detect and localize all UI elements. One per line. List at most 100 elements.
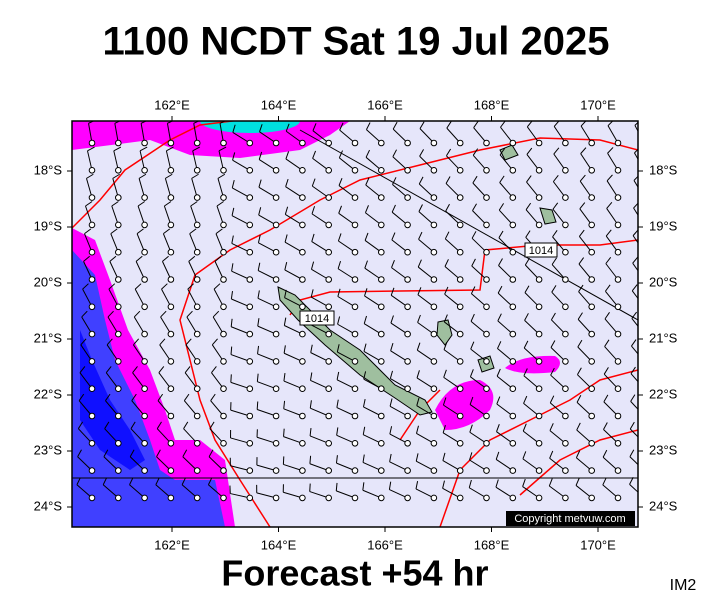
- barb-feather: [159, 338, 166, 346]
- barb-feather: [443, 314, 448, 323]
- barb-feather: [470, 341, 475, 350]
- barb-station: [588, 221, 596, 229]
- barb-feather: [335, 482, 338, 491]
- barb-staff: [105, 400, 119, 417]
- barb-staff: [257, 325, 277, 335]
- barb-feather: [77, 449, 82, 457]
- barb-station: [220, 139, 227, 147]
- barb-station: [88, 467, 96, 474]
- barb-staff: [633, 180, 638, 189]
- barb-staff: [108, 288, 119, 308]
- barb-station: [272, 358, 280, 365]
- barb-feather: [129, 449, 135, 457]
- barb-station: [614, 167, 622, 174]
- barb-station: [614, 494, 622, 502]
- barb-station: [588, 139, 596, 147]
- barb-staff: [190, 205, 198, 226]
- barb-feather: [365, 122, 371, 130]
- barb-feather: [630, 366, 636, 374]
- barb-feather: [113, 146, 122, 152]
- barb-feather: [392, 177, 397, 185]
- barb-staff: [522, 458, 540, 472]
- barb-station: [483, 276, 490, 283]
- barb-staff: [607, 152, 619, 171]
- barb-staff: [442, 460, 461, 472]
- barb-feather: [496, 368, 501, 377]
- barb-feather: [500, 121, 506, 128]
- barb-feather: [390, 343, 394, 351]
- barb-staff: [551, 319, 566, 335]
- barb-station: [562, 194, 569, 201]
- barb-feather: [82, 283, 89, 290]
- barb-staff: [526, 154, 540, 171]
- barb-feather: [577, 339, 583, 348]
- barb-staff: [363, 350, 382, 362]
- barb-feather: [416, 397, 420, 406]
- barb-staff: [525, 209, 540, 226]
- barb-feather: [191, 173, 199, 179]
- lon-label: 162°E: [154, 97, 190, 112]
- barb-station: [115, 303, 122, 311]
- barb-feather: [285, 123, 290, 132]
- barb-station: [430, 221, 438, 229]
- barb-staff: [105, 372, 119, 390]
- barb-staff: [339, 129, 356, 144]
- barb-station: [456, 221, 464, 229]
- barb-feather: [469, 396, 474, 405]
- barb-station: [325, 330, 333, 338]
- barb-feather: [158, 366, 165, 374]
- lat-label: 24°S: [34, 498, 63, 513]
- barb-station: [167, 440, 175, 447]
- barb-station: [272, 221, 280, 229]
- barb-feather: [444, 286, 449, 295]
- barb-feather: [107, 310, 114, 318]
- barb-station: [88, 303, 96, 311]
- barb-feather: [389, 426, 393, 435]
- lon-label: 168°E: [474, 537, 510, 552]
- barb-staff: [257, 270, 277, 280]
- barb-staff: [129, 456, 145, 471]
- barb-staff: [87, 150, 93, 171]
- barb-feather: [632, 256, 638, 264]
- barb-staff: [577, 319, 593, 335]
- barb-station: [588, 248, 596, 256]
- barb-feather: [213, 283, 221, 290]
- barb-station: [193, 276, 201, 283]
- barb-feather: [217, 173, 226, 179]
- barb-station: [430, 440, 438, 447]
- barb-staff: [498, 237, 514, 253]
- lat-label: 20°S: [34, 274, 63, 289]
- barb-staff: [164, 178, 172, 198]
- barb-station: [115, 194, 122, 201]
- barb-station: [509, 412, 517, 420]
- barb-station: [404, 440, 411, 447]
- barb-staff: [209, 428, 224, 444]
- barb-station: [588, 440, 596, 447]
- barb-feather: [76, 477, 81, 485]
- barb-staff: [419, 128, 435, 144]
- barb-staff: [526, 126, 540, 144]
- barb-feather: [335, 455, 338, 464]
- barb-station: [193, 221, 201, 229]
- barb-station: [220, 330, 227, 338]
- barb-feather: [102, 477, 108, 485]
- barb-staff: [471, 293, 487, 308]
- forecast-label: Forecast +54 hr: [221, 553, 488, 594]
- barb-station: [483, 412, 490, 420]
- title: 1100 NCDT Sat 19 Jul 2025: [103, 20, 610, 64]
- barb-staff: [444, 293, 461, 308]
- barb-station: [351, 248, 359, 256]
- barb-feather: [132, 366, 138, 374]
- barb-staff: [309, 463, 329, 472]
- barb-staff: [549, 430, 566, 444]
- barb-station: [141, 412, 148, 420]
- barb-staff: [416, 460, 435, 472]
- barb-staff: [86, 178, 93, 198]
- barb-station: [430, 358, 438, 365]
- barb-station: [193, 248, 201, 256]
- barb-station: [220, 248, 227, 256]
- barb-station: [351, 221, 359, 229]
- lon-label: 168°E: [474, 97, 510, 112]
- barb-feather: [363, 371, 367, 380]
- barb-station: [272, 440, 280, 447]
